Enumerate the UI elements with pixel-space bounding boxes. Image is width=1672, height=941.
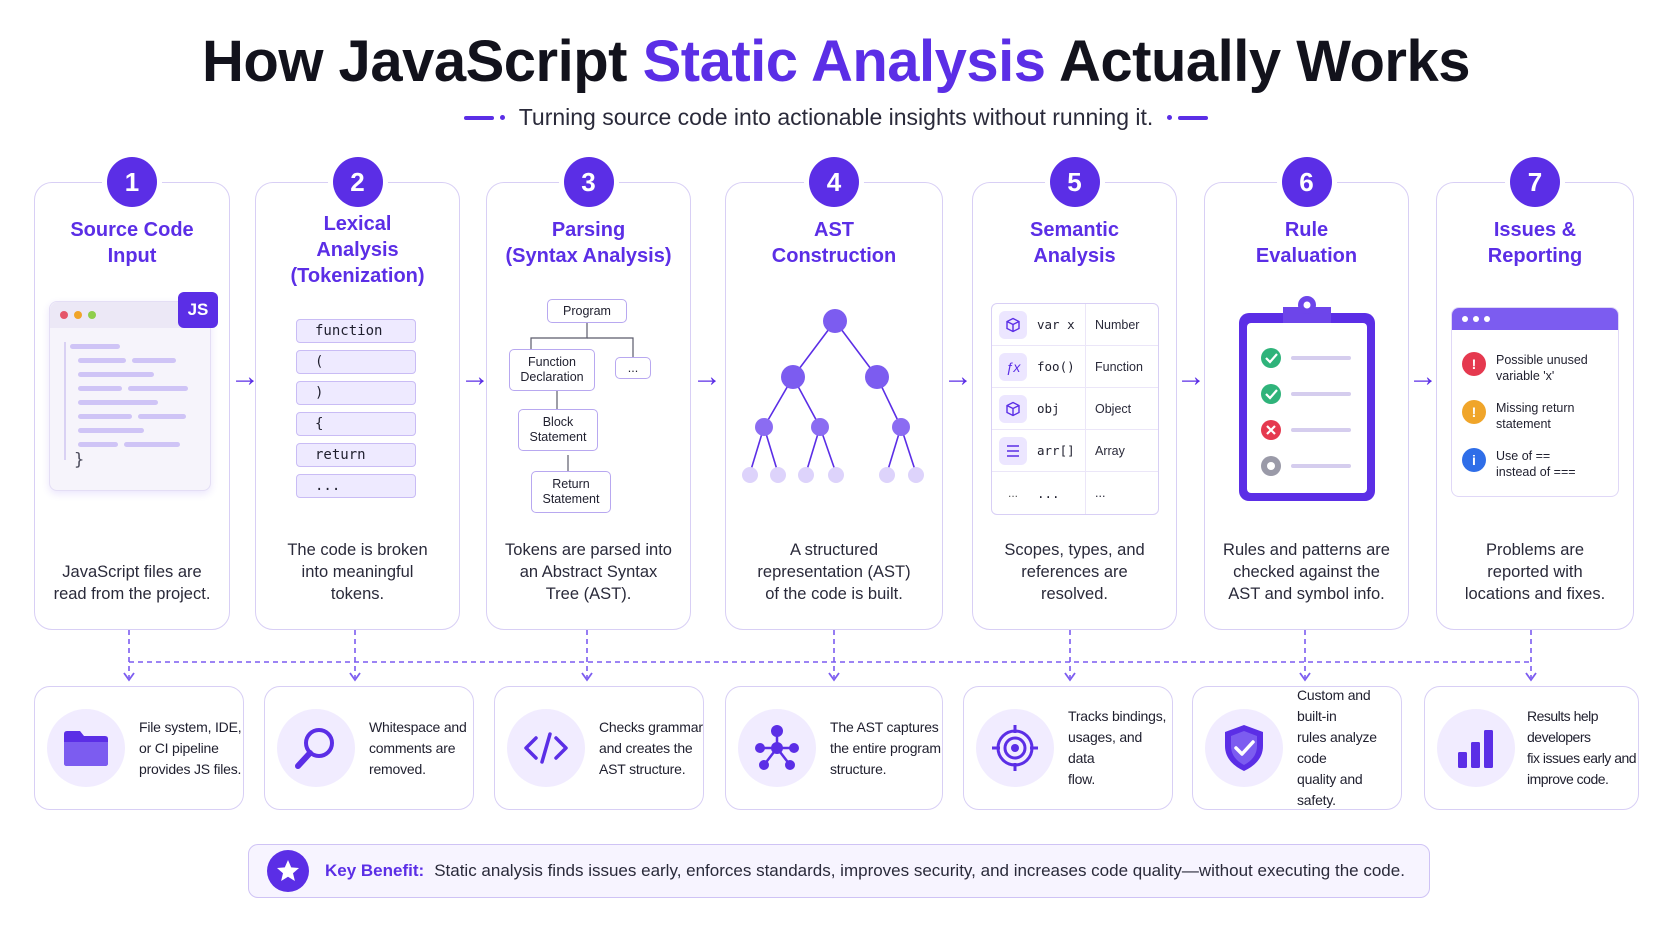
step-title: Semantic Analysis (1030, 219, 1119, 267)
cube-icon (999, 310, 1027, 339)
step-arrow: → (1408, 360, 1438, 393)
token-function: function (296, 319, 416, 343)
bar-chart-icon (1437, 709, 1515, 787)
step-arrow: → (943, 360, 973, 393)
step-issues-reporting: 7 Issues & Reporting ! Possible unused var… (1436, 157, 1634, 630)
step-source-code-input: 1 Source Code Input JS } JavaScript files… (34, 157, 230, 630)
token-close-paren: ) (296, 381, 416, 405)
step-arrow: → (692, 360, 722, 393)
step-description: Scopes, types, and references are resolved… (1004, 541, 1145, 603)
step-number-badge: 1 (107, 157, 157, 207)
step-description: Problems are reported with locations and f… (1464, 541, 1606, 603)
error-icon: ! (1462, 352, 1486, 376)
warning-icon: ! (1462, 400, 1486, 424)
js-file-badge: JS (178, 292, 218, 328)
list-icon (999, 436, 1027, 465)
code-editor-illustration: JS } (49, 292, 218, 491)
step-title: Issues & Reporting (1487, 219, 1583, 267)
detail-card-rules: Custom and built-in rules analyze code qua… (1192, 686, 1402, 810)
step-title: Rule Evaluation (1255, 219, 1358, 267)
step-arrow: → (460, 360, 490, 393)
step-lexical-analysis: 2 Lexical Analysis (Tokenization) function… (255, 157, 460, 630)
page-title: How JavaScript Static Analysis Actually … (202, 29, 1470, 94)
step-title: Parsing (Syntax Analysis) (505, 219, 672, 267)
node-function-declaration: Function Declaration (509, 349, 595, 391)
issue-item: ! Missing return statement (1462, 400, 1575, 432)
subtitle-text: Turning source code into actionable insi… (518, 104, 1154, 130)
detail-card-tokenization: Whitespace and comments are removed. (264, 686, 474, 810)
step-number-badge: 2 (332, 157, 383, 207)
step-description: A structured representation (AST) of the c… (757, 541, 911, 603)
detail-card-ast: The AST captures the entire program struct… (725, 686, 943, 810)
step-number-badge: 4 (809, 157, 859, 207)
ellipsis-icon: ... (1007, 486, 1018, 500)
cube-icon (999, 394, 1027, 423)
function-icon: ƒx (999, 352, 1027, 381)
symbol-row: ƒx foo() Function (992, 346, 1158, 388)
symbol-row: arr[] Array (992, 430, 1158, 472)
step-semantic-analysis: 5 Semantic Analysis var x Number ƒx foo()… (972, 157, 1177, 630)
clipboard-checklist-icon (1239, 296, 1375, 501)
step-title: AST Construction (771, 219, 897, 267)
shield-icon (1205, 709, 1283, 787)
detail-card-semantic: Tracks bindings, usages, and data flow. (963, 686, 1173, 810)
node-return-statement: Return Statement (531, 471, 611, 513)
node-program: Program (547, 299, 627, 323)
target-icon (976, 709, 1054, 787)
code-icon (507, 709, 585, 787)
key-benefit-label: Key Benefit: (325, 861, 425, 880)
detail-card-parsing: Checks grammar and creates the AST structu… (494, 686, 704, 810)
step-title: Source Code Input (70, 219, 194, 267)
closing-brace: } (74, 450, 85, 470)
parse-tree-connectors (530, 323, 634, 473)
token-ellipsis: ... (296, 474, 416, 498)
symbol-table: var x Number ƒx foo() Function obj Objec… (991, 303, 1159, 515)
token-return: return (296, 443, 416, 467)
step-number-badge: 6 (1281, 157, 1332, 207)
step-description: Rules and patterns are checked against th… (1223, 541, 1390, 603)
token-open-paren: ( (296, 350, 416, 374)
issue-item: i Use of == instead of === (1462, 448, 1576, 480)
step-number-badge: 7 (1510, 157, 1560, 207)
folder-icon (47, 709, 125, 787)
step-arrow: → (1176, 360, 1206, 393)
step-parsing: 3 Parsing (Syntax Analysis) Program Funct… (486, 157, 691, 630)
token-open-brace: { (296, 412, 416, 436)
issue-report-panel: ! Possible unused variable 'x' ! Missing … (1451, 307, 1619, 497)
symbol-row: ... ... ... (992, 472, 1158, 514)
node-block-statement: Block Statement (518, 409, 598, 451)
step-description: Tokens are parsed into an Abstract Syntax… (505, 541, 672, 603)
detail-card-reporting: Results help developers fix issues early … (1424, 686, 1639, 810)
step-ast-construction: 4 AST Construction A structured representa… (725, 157, 943, 630)
step-number-badge: 5 (1049, 157, 1100, 207)
subtitle-left-decoration (463, 115, 505, 120)
star-icon (267, 850, 309, 892)
report-title-bar (1452, 308, 1618, 330)
symbol-row: obj Object (992, 388, 1158, 430)
issue-item: ! Possible unused variable 'x' (1462, 352, 1588, 384)
symbol-row: var x Number (992, 304, 1158, 346)
detail-card-source: File system, IDE, or CI pipeline provides … (34, 686, 244, 810)
key-benefit-text: Static analysis finds issues early, enfo… (434, 861, 1405, 880)
ast-tree-diagram (742, 309, 924, 483)
step-rule-evaluation: 6 Rule Evaluation Rules and patterns are c… (1204, 157, 1409, 630)
node-ellipsis: ... (615, 357, 651, 379)
subtitle: Turning source code into actionable insi… (0, 104, 1672, 131)
subtitle-right-decoration (1167, 115, 1209, 120)
step-description: The code is broken into meaningful tokens. (287, 541, 428, 603)
info-icon: i (1462, 448, 1486, 472)
key-benefit-banner: Key Benefit: Static analysis finds issue… (248, 844, 1430, 898)
step-number-badge: 3 (563, 157, 614, 207)
step-title: Lexical Analysis (Tokenization) (290, 213, 425, 287)
magnifier-icon (277, 709, 355, 787)
step-description: JavaScript files are read from the projec… (53, 563, 211, 603)
tree-icon (738, 709, 816, 787)
